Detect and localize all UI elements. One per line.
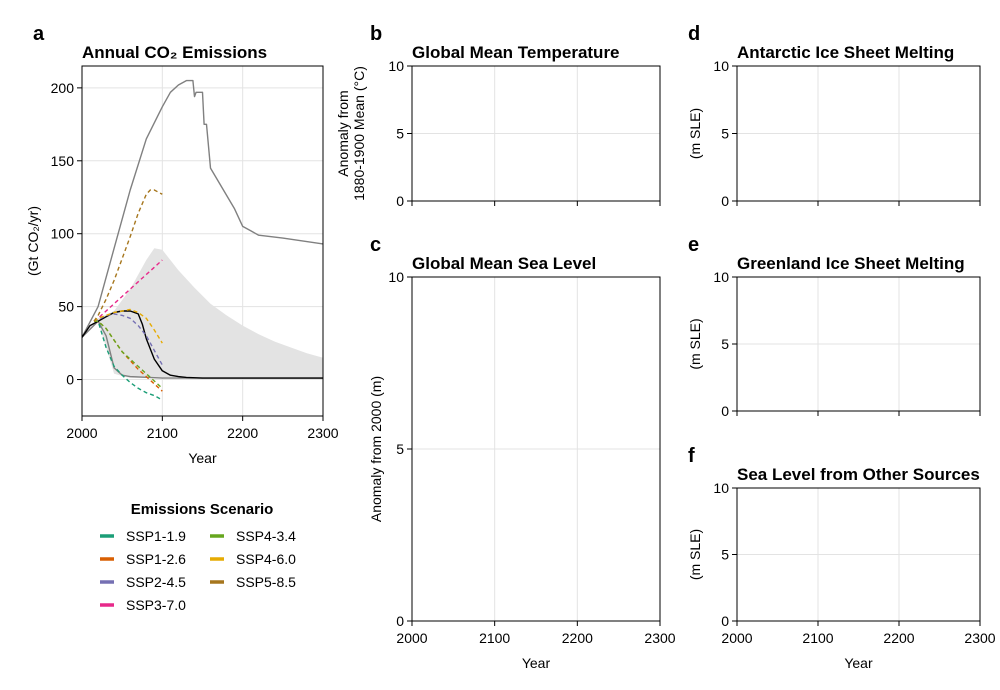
series-line-ssp1-1-9 — [94, 320, 163, 401]
panel-letter: e — [688, 234, 699, 256]
panel-f: 0 5 10 2000 2100 2200 2300 Year (m SLE) Sea Level… — [687, 445, 996, 671]
series-line-ssp5-8-5 — [93, 189, 163, 322]
y-tick-label: 50 — [58, 299, 74, 315]
y-axis-label: (m SLE) — [687, 529, 703, 580]
x-axis-label: Year — [188, 450, 217, 466]
x-tick-label: 2300 — [644, 630, 675, 646]
panel-title: Global Mean Temperature — [412, 43, 620, 62]
panel-e: 0 5 10 (m SLE) Greenland Ice Sheet Melting e — [687, 234, 981, 419]
legend-label: SSP1-1.9 — [126, 528, 186, 544]
plot-area — [82, 79, 323, 401]
series-line-ssp4-6-0 — [93, 308, 163, 344]
y-tick-label: 10 — [713, 269, 729, 285]
series-line-ssp3-7-0 — [93, 259, 163, 322]
series-line-ssp2-4-5 — [93, 313, 163, 366]
x-tick-label: 2200 — [883, 630, 914, 646]
y-tick-label: 5 — [721, 126, 729, 142]
x-axis-label: Year — [844, 655, 873, 671]
y-tick-label: 5 — [396, 441, 404, 457]
y-tick-label: 0 — [396, 193, 404, 209]
y-tick-label: 10 — [388, 58, 404, 74]
series-line-ssp4-3-4 — [94, 320, 163, 389]
x-tick-label: 2200 — [562, 630, 593, 646]
x-tick-label: 2000 — [66, 425, 97, 441]
panel-title: Annual CO₂ Emissions — [82, 43, 267, 62]
panel-title: Greenland Ice Sheet Melting — [737, 254, 965, 273]
x-tick-label: 2300 — [964, 630, 995, 646]
legend-label: SSP4-3.4 — [236, 528, 296, 544]
x-tick-label: 2000 — [721, 630, 752, 646]
y-tick-label: 200 — [51, 80, 75, 96]
legend-label: SSP2-4.5 — [126, 574, 186, 590]
y-tick-label: 5 — [396, 126, 404, 142]
panel-a: 0 50 100 150 200 2000 2100 2200 2300 Year (Gt CO₂/… — [25, 23, 339, 466]
panel-letter: b — [370, 23, 382, 45]
y-axis-label: (Gt CO₂/yr) — [25, 206, 41, 276]
y-tick-label: 0 — [396, 613, 404, 629]
y-axis-label: Anomaly from 2000 (m) — [368, 376, 384, 522]
y-tick-label: 0 — [721, 193, 729, 209]
y-tick-label: 5 — [721, 547, 729, 563]
legend-label: SSP4-6.0 — [236, 551, 296, 567]
panel-c: 0 5 10 2000 2100 2200 2300 Year Anomaly from 200… — [368, 234, 676, 671]
y-tick-label: 0 — [66, 372, 74, 388]
x-tick-label: 2100 — [147, 425, 178, 441]
y-tick-label: 100 — [51, 226, 75, 242]
panel-letter: f — [688, 445, 695, 467]
axes-frame — [81, 65, 324, 417]
y-tick-label: 0 — [721, 613, 729, 629]
panel-letter: c — [370, 234, 381, 256]
y-axis-label: 1880-1900 Mean (°C) — [351, 66, 367, 201]
y-axis-label: (m SLE) — [687, 318, 703, 369]
y-axis-label: Anomaly from — [335, 90, 351, 176]
panel-b: 0 5 10 Anomaly from 1880-1900 Mean (°C) Globa… — [335, 23, 661, 209]
series-line-2 — [82, 310, 323, 379]
panel-letter: d — [688, 23, 700, 45]
y-tick-label: 10 — [388, 269, 404, 285]
y-tick-label: 5 — [721, 336, 729, 352]
legend-title: Emissions Scenario — [131, 501, 274, 518]
panel-title: Antarctic Ice Sheet Melting — [737, 43, 954, 62]
panel-d: 0 5 10 (m SLE) Antarctic Ice Sheet Melting d — [687, 23, 981, 209]
y-tick-label: 0 — [721, 403, 729, 419]
panel-letter: a — [33, 23, 45, 45]
legend-label: SSP1-2.6 — [126, 551, 186, 567]
y-tick-label: 150 — [51, 153, 75, 169]
series-line-0 — [82, 79, 323, 338]
panel-title: Global Mean Sea Level — [412, 254, 596, 273]
panel-title: Sea Level from Other Sources — [737, 465, 980, 484]
legend-label: SSP3-7.0 — [126, 597, 186, 613]
x-tick-label: 2100 — [479, 630, 510, 646]
y-tick-label: 10 — [713, 58, 729, 74]
legend-label: SSP5-8.5 — [236, 574, 296, 590]
x-tick-label: 2000 — [396, 630, 427, 646]
x-tick-label: 2200 — [227, 425, 258, 441]
legend: Emissions Scenario SSP1-1.9 SSP1-2.6 SSP2-4… — [100, 501, 296, 613]
x-tick-label: 2100 — [802, 630, 833, 646]
y-tick-label: 10 — [713, 480, 729, 496]
x-tick-label: 2300 — [307, 425, 338, 441]
x-axis-label: Year — [522, 655, 551, 671]
y-axis-label: (m SLE) — [687, 108, 703, 159]
uncertainty-band — [82, 248, 323, 379]
